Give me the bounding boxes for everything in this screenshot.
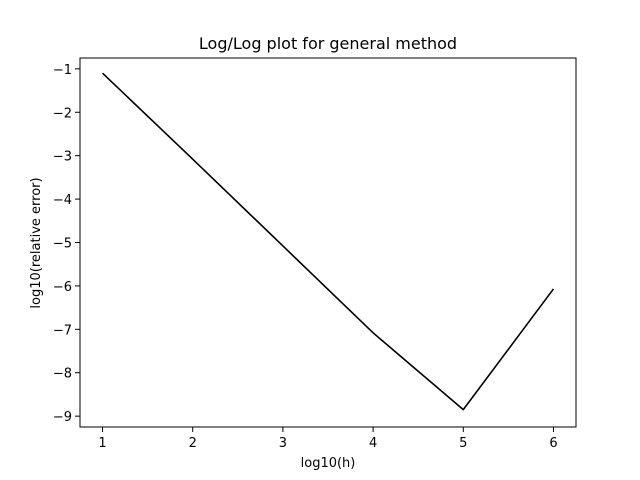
y-axis-label: log10(relative error) [29, 177, 44, 308]
chart-title: Log/Log plot for general method [199, 34, 457, 53]
x-tick-label: 6 [549, 436, 557, 451]
x-axis-label: log10(h) [301, 456, 356, 471]
y-tick-label: −7 [53, 323, 72, 338]
y-tick-label: −3 [53, 150, 72, 165]
y-tick-label: −5 [53, 237, 72, 252]
x-tick-label: 3 [279, 436, 287, 451]
y-tick-label: −8 [53, 367, 72, 382]
x-tick-label: 1 [98, 436, 106, 451]
x-tick-label: 5 [459, 436, 467, 451]
y-axis: −1 −2 −3 −4 −5 −6 −7 −8 −9 [53, 63, 80, 425]
series-line [101, 72, 555, 411]
y-tick-label: −2 [53, 106, 72, 121]
plot-area [101, 72, 555, 411]
x-tick-label: 2 [189, 436, 197, 451]
y-tick-label: −9 [53, 410, 72, 425]
x-tick-label: 4 [369, 436, 377, 451]
y-tick-label: −1 [53, 63, 72, 78]
y-tick-label: −4 [53, 193, 72, 208]
x-axis: 1 2 3 4 5 6 [98, 427, 558, 451]
y-tick-label: −6 [53, 280, 72, 295]
